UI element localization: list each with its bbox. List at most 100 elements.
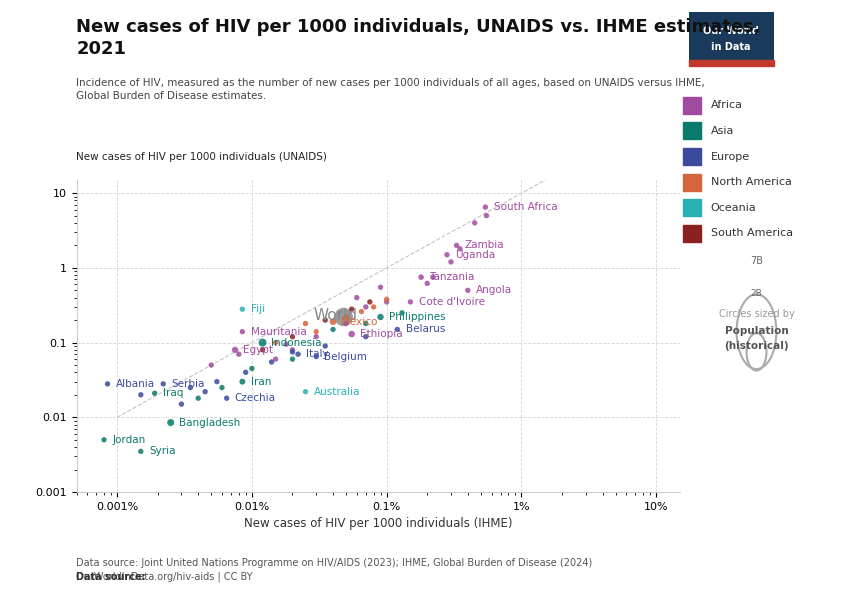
Point: [350, 293, 364, 302]
Text: Cote d'Ivoire: Cote d'Ivoire: [418, 297, 484, 307]
Text: Ethiopia: Ethiopia: [360, 329, 403, 339]
Text: 7B: 7B: [750, 256, 763, 266]
Point: [156, 379, 170, 389]
Text: Data source: Joint United Nations Programme on HIV/AIDS (2023); IHME, Global Bur: Data source: Joint United Nations Progra…: [76, 557, 592, 582]
Point: [164, 418, 178, 427]
Text: Philippines: Philippines: [388, 312, 445, 322]
Point: [319, 315, 332, 325]
Text: Italy: Italy: [306, 349, 329, 359]
Point: [479, 202, 492, 212]
Point: [374, 312, 388, 322]
Bar: [683, 225, 701, 242]
Point: [245, 364, 258, 373]
Text: Incidence of HIV, measured as the number of new cases per 1000 individuals of al: Incidence of HIV, measured as the number…: [76, 78, 706, 101]
Point: [235, 304, 249, 314]
Text: South Africa: South Africa: [494, 202, 558, 212]
Point: [363, 297, 377, 307]
Point: [286, 347, 299, 357]
Point: [359, 319, 372, 328]
Point: [134, 390, 148, 400]
Point: [292, 349, 305, 359]
Point: [269, 338, 282, 347]
Point: [479, 211, 493, 220]
Point: [239, 368, 252, 377]
Text: Uganda: Uganda: [455, 250, 496, 260]
Point: [404, 297, 417, 307]
Point: [374, 283, 388, 292]
Text: 2B: 2B: [751, 289, 762, 298]
Point: [359, 302, 372, 312]
Point: [298, 319, 312, 328]
Point: [359, 332, 372, 341]
Bar: [683, 173, 701, 191]
Point: [450, 241, 463, 250]
Point: [174, 400, 188, 409]
Point: [286, 355, 299, 364]
Point: [395, 308, 409, 317]
Text: Egypt: Egypt: [243, 345, 273, 355]
Bar: [683, 97, 701, 114]
Text: New cases of HIV per 1000 individuals (UNAIDS): New cases of HIV per 1000 individuals (U…: [76, 152, 331, 162]
Point: [440, 250, 454, 260]
Point: [354, 307, 368, 316]
Point: [205, 360, 218, 370]
Point: [229, 345, 242, 355]
Point: [380, 295, 394, 304]
Point: [97, 435, 110, 445]
Text: Syria: Syria: [149, 446, 175, 457]
Text: North America: North America: [711, 177, 791, 187]
Point: [468, 218, 481, 227]
Point: [256, 338, 269, 347]
Text: New cases of HIV per 1000 individuals, UNAIDS vs. IHME estimates,
2021: New cases of HIV per 1000 individuals, U…: [76, 18, 761, 58]
Point: [148, 388, 162, 398]
Point: [309, 352, 323, 361]
Point: [215, 383, 229, 392]
Point: [319, 341, 332, 351]
Text: Tanzania: Tanzania: [429, 272, 474, 282]
Point: [414, 272, 428, 282]
Text: in Data: in Data: [711, 42, 751, 52]
Point: [345, 329, 359, 339]
Point: [421, 278, 434, 288]
Text: Bangladesh: Bangladesh: [178, 418, 241, 428]
Text: Fiji: Fiji: [251, 304, 264, 314]
Text: Africa: Africa: [711, 100, 743, 110]
Point: [326, 325, 340, 334]
Point: [326, 317, 340, 326]
Point: [298, 387, 312, 397]
Bar: [683, 148, 701, 165]
Point: [256, 345, 269, 355]
Point: [235, 377, 249, 386]
Point: [367, 302, 381, 312]
Point: [445, 257, 458, 267]
Text: Czechia: Czechia: [235, 393, 276, 403]
Point: [235, 327, 249, 337]
Point: [264, 357, 278, 367]
Text: Population: Population: [724, 326, 788, 337]
Text: Europe: Europe: [711, 152, 750, 161]
Point: [191, 394, 205, 403]
Text: (historical): (historical): [724, 341, 789, 352]
Text: South America: South America: [711, 229, 793, 238]
Point: [345, 304, 359, 314]
Text: Indonesia: Indonesia: [271, 338, 321, 347]
Bar: [683, 199, 701, 216]
Text: Mexico: Mexico: [341, 317, 377, 327]
Point: [390, 325, 404, 334]
Text: Data source:: Data source:: [76, 572, 146, 582]
Point: [453, 244, 467, 254]
Point: [309, 332, 323, 341]
Point: [337, 312, 350, 322]
Text: Angola: Angola: [476, 286, 513, 295]
Point: [184, 383, 197, 392]
Text: Belgium: Belgium: [325, 352, 367, 362]
Text: Albania: Albania: [116, 379, 155, 389]
Text: Belarus: Belarus: [405, 325, 445, 334]
Text: Jordan: Jordan: [112, 435, 145, 445]
Point: [198, 387, 212, 397]
Text: Serbia: Serbia: [172, 379, 205, 389]
Point: [426, 272, 439, 282]
Text: Zambia: Zambia: [465, 241, 504, 250]
Point: [461, 286, 474, 295]
Bar: [683, 122, 701, 139]
